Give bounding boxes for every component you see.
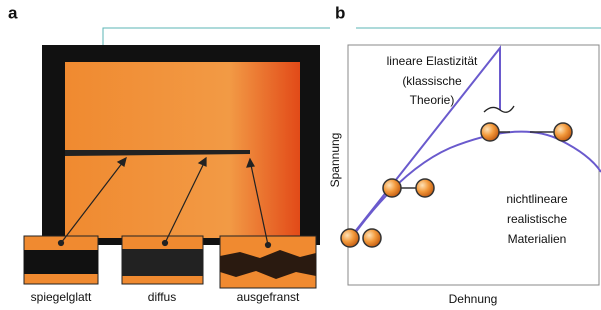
annotation: Theorie) [410, 93, 455, 107]
inset-label: ausgefranst [237, 290, 300, 304]
panel-label: b [335, 3, 345, 22]
annotation: realistische [507, 212, 567, 226]
inset-label: diffus [148, 290, 176, 304]
panel-label: a [8, 3, 18, 22]
inset-label: spiegelglatt [31, 290, 92, 304]
connector [103, 28, 330, 45]
annotation: Materialien [508, 232, 567, 246]
x-axis-label: Dehnung [449, 292, 498, 306]
figure: a spiegelglatt diffus ausgefranst b Span… [0, 0, 601, 310]
annotation: (klassische [402, 74, 462, 88]
annotation: lineare Elastizität [387, 54, 478, 68]
y-axis-label: Spannung [328, 133, 342, 188]
annotation: nichtlineare [506, 192, 568, 206]
atoms [341, 123, 572, 247]
insets [24, 236, 316, 288]
